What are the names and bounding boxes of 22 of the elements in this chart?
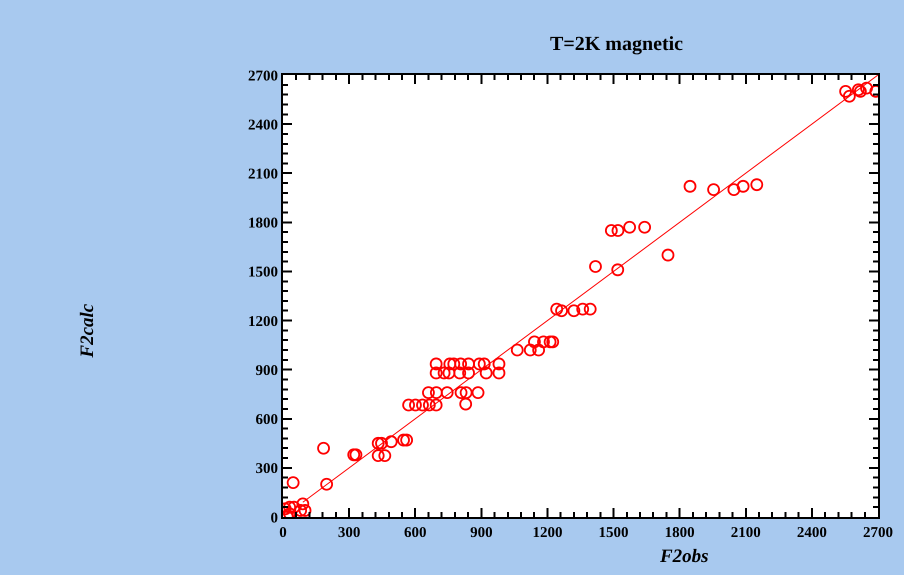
- y-tick-label: 1800: [248, 216, 278, 232]
- y-tick-label: 300: [256, 461, 278, 478]
- y-tick-label: 600: [256, 412, 278, 428]
- y-tick-label: 1500: [248, 264, 278, 281]
- y-tick-label: 2400: [248, 117, 278, 134]
- x-tick-label: 1800: [664, 525, 695, 541]
- y-tick-label: 2700: [248, 68, 278, 84]
- y-tick-label: 2100: [248, 166, 278, 182]
- x-tick-label: 300: [338, 525, 360, 541]
- x-tick-label: 900: [470, 525, 493, 541]
- y-tick-label: 0: [270, 510, 278, 526]
- x-tick-label: 2400: [796, 525, 827, 541]
- chart-title: T=2K magnetic: [550, 33, 684, 55]
- x-tick-label: 1200: [532, 525, 562, 541]
- x-axis-title: F2obs: [659, 546, 709, 567]
- x-tick-label: 2700: [863, 525, 893, 541]
- x-tick-label: 1500: [598, 525, 629, 541]
- y-tick-label: 900: [256, 362, 278, 379]
- y-tick-label: 1200: [248, 314, 278, 330]
- x-tick-label: 600: [404, 525, 426, 541]
- x-tick-label: 2100: [730, 525, 761, 541]
- text: F2calc: [76, 303, 98, 359]
